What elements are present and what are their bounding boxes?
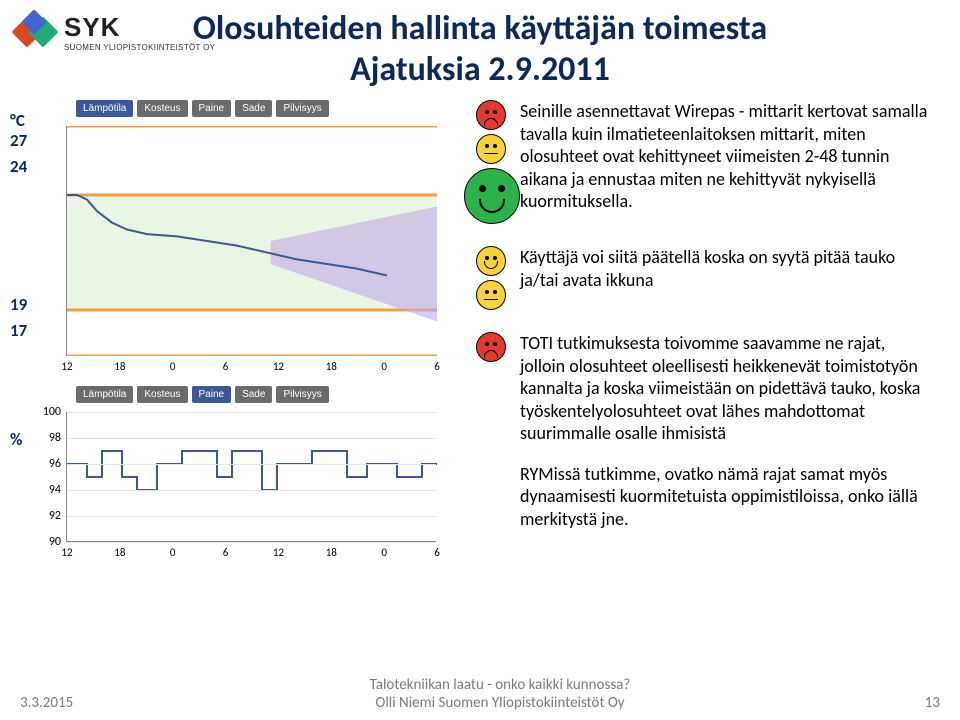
chart2-ytick: 94	[49, 483, 61, 497]
chart2-xtick: 6	[434, 546, 440, 559]
legend-pilvisyys[interactable]: Pilvisyys	[276, 386, 328, 403]
chart1-xtick: 12	[273, 360, 284, 373]
chart1-ymark-24: 24	[10, 156, 27, 177]
chart1-xtick: 18	[114, 360, 125, 373]
paragraph-2-row: Käyttäjä voi siitä päätellä koska on syy…	[476, 246, 932, 314]
face-sad-icon	[476, 100, 506, 130]
face-sad-icon	[476, 332, 506, 362]
chart1-legend: LämpötilaKosteus PaineSadePilvisyys	[76, 100, 460, 117]
footer-line1: Talotekniikan laatu - onko kaikki kunnos…	[100, 676, 900, 694]
legend-sade[interactable]: Sade	[235, 386, 272, 403]
chart-pressure: LämpötilaKosteus PaineSadePilvisyys 100 98…	[40, 386, 460, 576]
footer-line2: Olli Niemi Suomen Yliopistokiinteistöt O…	[100, 694, 900, 712]
paragraph-1-row: Seinille asennettavat Wirepas - mittarit…	[476, 100, 932, 228]
paragraph-4-row: RYMissä tutkimme, ovatko nämä rajat sama…	[476, 463, 932, 531]
logo: SYK SUOMEN YLIOPISTOKIINTEISTÖT OY	[14, 12, 215, 52]
legend-sade[interactable]: Sade	[235, 100, 272, 117]
chart-temperature: LämpötilaKosteus PaineSadePilvisyys 12 18 0…	[40, 100, 460, 380]
logo-text: SYK	[64, 12, 215, 43]
chart1-xtick: 18	[326, 360, 337, 373]
paragraph-3-row: TOTI tutkimuksesta toivomme saavamme ne …	[476, 332, 932, 445]
face-happy-icon	[464, 168, 520, 224]
logo-subtitle: SUOMEN YLIOPISTOKIINTEISTÖT OY	[64, 43, 215, 52]
paragraph-4: RYMissä tutkimme, ovatko nämä rajat sama…	[520, 463, 932, 531]
chart2-xtick: 0	[381, 546, 387, 559]
chart1-ymark-27: 27	[10, 130, 27, 151]
chart2-xtick: 12	[273, 546, 284, 559]
chart1-ymark-17: 17	[10, 320, 27, 341]
face-neutral-icon	[476, 280, 506, 310]
chart1-ymark-19: 19	[10, 294, 27, 315]
chart2-ytick: 98	[49, 431, 61, 445]
legend-pilvisyys[interactable]: Pilvisyys	[276, 100, 328, 117]
chart1-xtick: 0	[170, 360, 176, 373]
chart2-unit: %	[10, 429, 22, 450]
chart1-xtick: 6	[223, 360, 229, 373]
chart1-xtick: 0	[381, 360, 387, 373]
legend-lämpötila[interactable]: Lämpötila	[76, 100, 133, 117]
face-trio	[476, 100, 520, 228]
legend-kosteus[interactable]: Kosteus	[137, 100, 187, 117]
chart2-ytick: 92	[49, 509, 61, 523]
legend-paine[interactable]: Paine	[192, 386, 232, 403]
legend-paine[interactable]: Paine	[192, 100, 232, 117]
text-panel: Seinille asennettavat Wirepas - mittarit…	[460, 94, 940, 576]
title-line-2: Ajatuksia 2.9.2011	[0, 49, 960, 90]
chart2-xtick: 18	[326, 546, 337, 559]
chart1-xtick: 12	[61, 360, 72, 373]
charts-panel: °C 27 24 19 17 LämpötilaKosteusPaineSade…	[10, 94, 460, 576]
paragraph-1: Seinille asennettavat Wirepas - mittarit…	[520, 100, 932, 228]
face-single	[476, 332, 520, 445]
paragraph-2: Käyttäjä voi siitä päätellä koska on syy…	[520, 246, 932, 314]
chart2-xtick: 6	[223, 546, 229, 559]
legend-lämpötila[interactable]: Lämpötila	[76, 386, 133, 403]
chart2-ytick: 96	[49, 457, 61, 471]
footer: 3.3.2015 Talotekniikan laatu - onko kaik…	[0, 676, 960, 712]
footer-date: 3.3.2015	[20, 694, 100, 712]
face-pair	[476, 246, 520, 314]
chart1-xtick: 6	[434, 360, 440, 373]
chart2-legend: LämpötilaKosteus PaineSadePilvisyys	[76, 386, 460, 403]
chart2-xtick: 0	[170, 546, 176, 559]
logo-mark-icon	[14, 13, 56, 51]
chart2-xtick: 12	[61, 546, 72, 559]
chart2-ytick: 100	[43, 405, 61, 419]
face-happy-icon	[476, 246, 506, 276]
legend-kosteus[interactable]: Kosteus	[137, 386, 187, 403]
footer-page: 13	[900, 694, 940, 712]
face-neutral-icon	[476, 134, 506, 164]
chart2-xtick: 18	[114, 546, 125, 559]
chart1-unit: °C	[10, 110, 25, 131]
chart2-ytick: 90	[49, 535, 61, 549]
paragraph-3: TOTI tutkimuksesta toivomme saavamme ne …	[520, 332, 932, 445]
